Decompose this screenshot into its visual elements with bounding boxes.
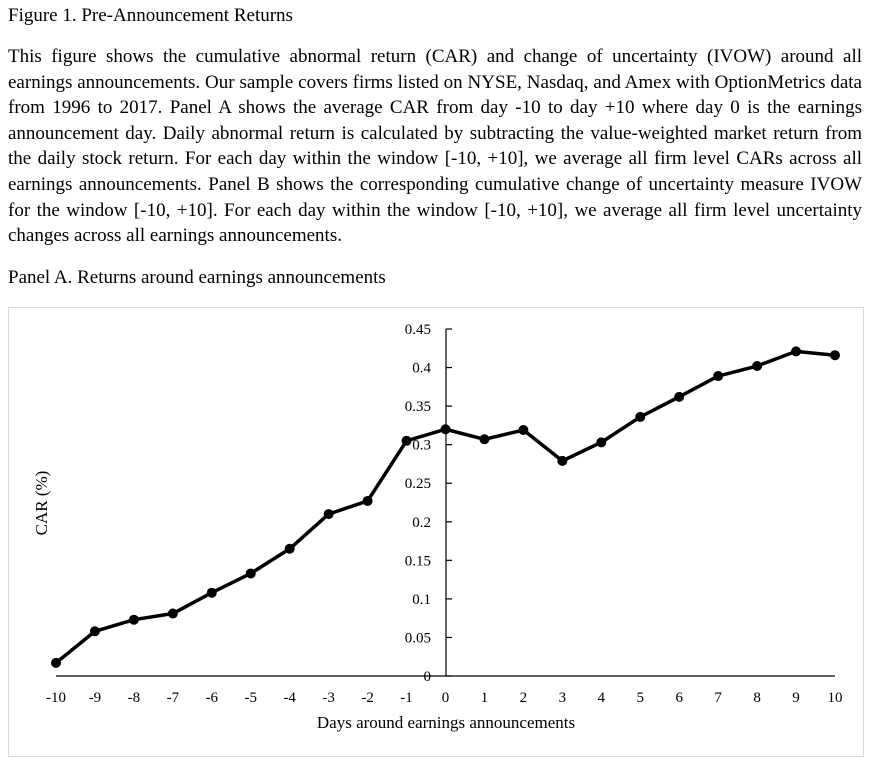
y-axis-label: CAR (%) (32, 471, 51, 536)
x-tick-label: -2 (361, 690, 374, 706)
car-data-point (206, 587, 217, 598)
car-data-point (596, 437, 607, 448)
car-data-point (89, 626, 100, 637)
x-tick-label: -5 (245, 690, 258, 706)
car-data-point (51, 657, 61, 668)
car-data-point (401, 435, 412, 446)
car-data-point (323, 509, 334, 520)
x-tick-label: -10 (46, 690, 66, 706)
x-tick-label: -6 (206, 690, 219, 706)
x-tick-label: 1 (481, 690, 489, 706)
car-data-point (518, 425, 529, 436)
x-tick-label: -8 (128, 690, 141, 706)
y-tick-labels: 0 0.05 0.1 0.15 0.2 0.25 0.3 0.35 0.4 0.45 (405, 322, 432, 685)
x-tick-label: 0 (442, 690, 450, 706)
figure-title: Figure 1. Pre-Announcement Returns (8, 5, 293, 26)
y-tick-label: 0.3 (412, 438, 431, 454)
y-tick-label: 0.45 (405, 322, 431, 338)
car-series (51, 346, 840, 668)
car-data-point (362, 495, 373, 506)
x-tick-label: 5 (637, 690, 645, 706)
x-tick-label: -7 (167, 690, 180, 706)
figure-caption: This figure shows the cumulative abnorma… (8, 46, 862, 247)
x-tick-label: -3 (322, 690, 335, 706)
x-tick-label: 7 (714, 690, 722, 706)
car-data-point (440, 424, 451, 435)
car-data-point (128, 614, 139, 625)
x-tick-label: 2 (520, 690, 528, 706)
y-tick-label: 0.25 (405, 476, 431, 492)
y-tick-label: 0.15 (405, 553, 431, 569)
car-data-point (167, 608, 178, 619)
y-tick-label: 0.1 (412, 592, 431, 608)
car-data-point (557, 455, 568, 466)
y-tick-label: 0 (424, 669, 432, 685)
y-tick-label: 0.35 (405, 399, 431, 415)
car-data-point (830, 350, 840, 361)
car-data-point (284, 543, 295, 554)
x-tick-label: -4 (283, 690, 296, 706)
x-tick-label: 3 (559, 690, 567, 706)
y-tick-label: 0.4 (412, 361, 431, 377)
car-data-point (635, 411, 646, 422)
y-tick-label: 0.2 (412, 515, 431, 531)
x-tick-labels: -10 -9 -8 -7 -6 -5 -4 -3 -2 -1 0 1 2 3 4 5 6 7 8 9 10 (46, 690, 843, 706)
car-data-point (674, 391, 685, 402)
x-tick-label: -1 (400, 690, 413, 706)
car-data-point (752, 361, 763, 372)
car-data-point (791, 346, 802, 357)
x-axis-label: Days around earnings announcements (317, 713, 575, 732)
x-tick-label: -9 (89, 690, 102, 706)
y-tick-label: 0.05 (405, 630, 431, 646)
chart-frame (8, 307, 864, 757)
panel-title: Panel A. Returns around earnings announc… (8, 267, 386, 288)
x-tick-label: 8 (753, 690, 761, 706)
x-tick-label: 9 (792, 690, 800, 706)
chart-axes (56, 328, 835, 677)
x-tick-label: 6 (675, 690, 683, 706)
car-data-point (245, 568, 256, 579)
x-tick-label: 10 (828, 690, 843, 706)
x-tick-label: 4 (598, 690, 606, 706)
car-data-point (479, 434, 490, 445)
car-data-point (713, 371, 724, 382)
